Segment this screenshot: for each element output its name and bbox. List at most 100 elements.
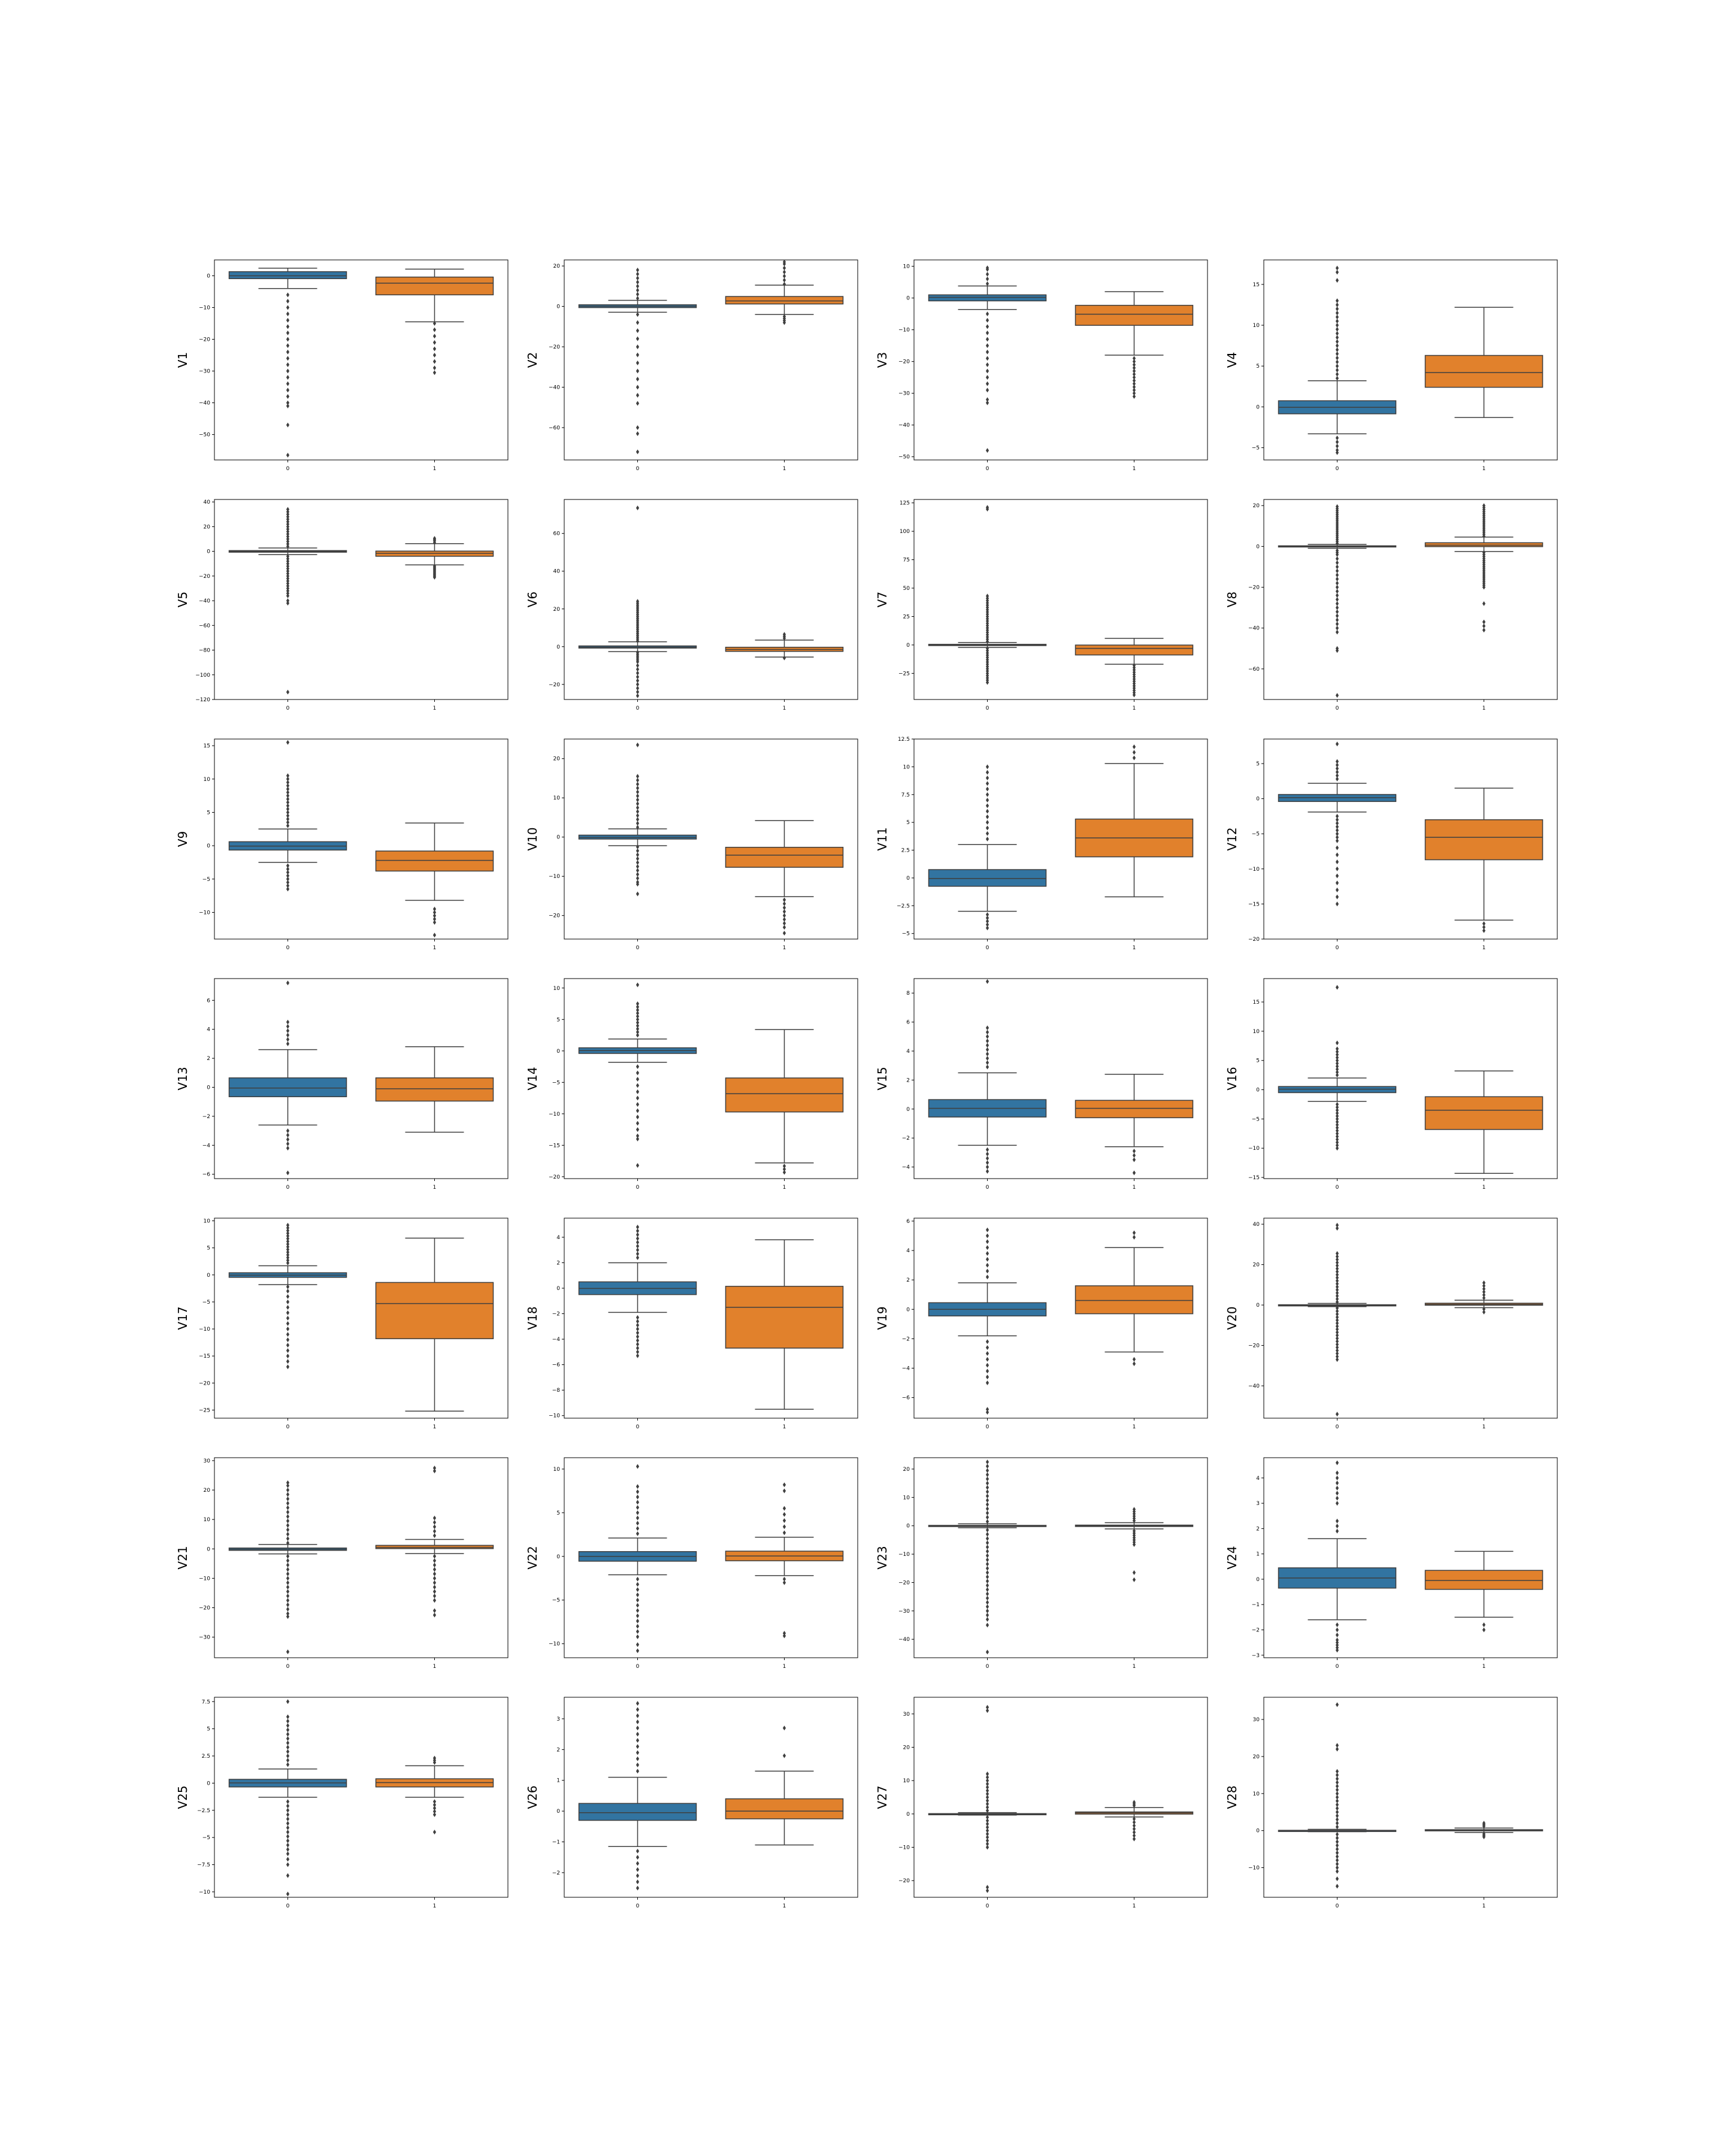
y-tick-label: −2 [552,1870,560,1876]
y-tick-label: −10 [549,1642,560,1648]
subplot-v6: 60 40 20 0 −20 V6 0 1 [525,499,858,711]
outlier-point [286,1019,290,1025]
outlier-point [635,312,640,317]
outlier-point [286,1505,290,1510]
iqr-box [228,271,347,280]
subplot-v2: 20 0 −20 −40 −60 V2 0 1 [525,259,858,472]
outlier-point [985,1838,989,1843]
outlier-point [782,1512,786,1517]
x-tick-label: 0 [636,945,640,951]
y-axis-label: V6 [525,592,540,607]
outlier-point [1335,1795,1339,1800]
outlier-point [985,368,989,374]
outlier-point [985,1485,989,1490]
outlier-point [635,1587,640,1592]
outlier-point [1132,387,1136,393]
outlier-point [1335,1122,1339,1128]
y-tick-label: 0 [906,643,910,649]
outlier-point [635,1861,640,1866]
subplot-v1: 0 −10 −20 −30 −40 −50 V1 0 1 [175,259,509,472]
outlier-point [635,1725,640,1731]
outlier-point [635,431,640,437]
iqr-box [725,1077,844,1113]
x-tick-label: 1 [1133,1185,1136,1191]
outlier-point [432,1802,437,1807]
outlier-point [286,1758,290,1763]
outlier-point [1335,335,1339,340]
outlier-point [635,1020,640,1025]
x-tick-label: 0 [636,705,640,711]
outlier-point [432,1465,437,1471]
outlier-point [635,393,640,398]
outlier-point [1335,1263,1339,1268]
y-tick-label: 40 [1253,1222,1260,1228]
outlier-point [635,848,640,853]
outlier-point [635,1629,640,1634]
axes-frame [214,1218,509,1419]
outlier-point [432,1812,437,1818]
axes-frame [564,978,858,1179]
outlier-point [1335,1070,1339,1075]
outlier-point [635,982,640,988]
y-tick-label: −80 [199,648,210,654]
box-class-1 [725,820,844,936]
outlier-point [1335,887,1339,892]
outlier-point [1335,1746,1339,1752]
outlier-point [985,915,989,920]
outlier-point [985,1239,989,1244]
outlier-point [635,1023,640,1028]
outlier-point [1335,831,1339,837]
outlier-point [1335,1627,1339,1633]
outlier-point [635,813,640,818]
outlier-point [286,1736,290,1741]
outlier-point [635,1737,640,1743]
outlier-point [635,856,640,861]
y-tick-label: −2.5 [197,1808,210,1814]
outlier-point [635,876,640,881]
outlier-point [1335,1345,1339,1350]
outlier-point [286,337,290,342]
outlier-point [286,1762,290,1767]
outlier-point [1482,1286,1486,1292]
outlier-point [635,871,640,877]
outlier-point [635,1634,640,1639]
outlier-point [286,522,290,527]
outlier-point [1335,1632,1339,1637]
outlier-point [1132,755,1136,761]
outlier-point [1132,744,1136,749]
outlier-point [635,1010,640,1016]
subplot-v17: 10 5 0 −5 −10 −15 −20 −25 V17 0 1 [175,1218,509,1430]
y-tick-label: −2 [902,1135,910,1141]
outlier-point [635,882,640,887]
outlier-point [635,1228,640,1234]
outlier-point [1335,368,1339,373]
outlier-point [432,1533,437,1539]
outlier-point [985,343,989,349]
outlier-point [286,773,290,779]
outlier-point [985,1356,989,1362]
outlier-point [286,1141,290,1146]
box-class-0 [1278,265,1397,455]
outlier-point [1335,1787,1339,1792]
y-tick-label: −8 [552,1388,561,1394]
outlier-point [1482,601,1486,606]
y-axis-label: V23 [875,1546,889,1569]
x-tick-label: 1 [783,705,786,711]
outlier-point [1335,1642,1339,1648]
y-tick-label: −5 [1252,1116,1260,1122]
outlier-point [985,1545,989,1550]
outlier-point [985,764,989,770]
outlier-point [286,292,290,298]
outlier-point [985,1362,989,1368]
outlier-point [985,311,989,317]
outlier-point [1482,628,1486,633]
outlier-point [286,453,290,458]
iqr-box [1424,819,1544,861]
outlier-point [985,1227,989,1233]
outlier-point [1132,1570,1136,1575]
y-tick-label: 125 [900,501,910,507]
outlier-point [985,1476,989,1482]
outlier-point [1335,339,1339,344]
outlier-point [1132,1507,1136,1512]
iqr-box [725,847,844,868]
